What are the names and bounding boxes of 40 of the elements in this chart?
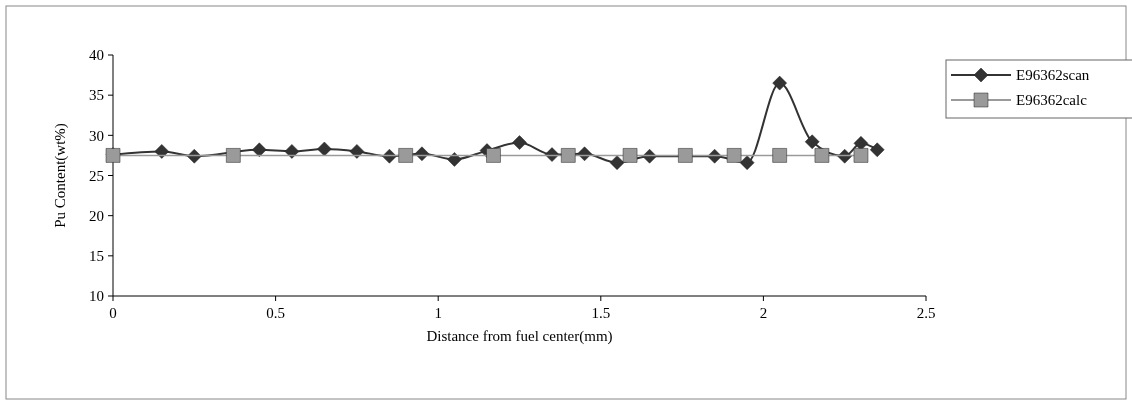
y-tick-label: 35 (89, 87, 104, 104)
x-tick-label: 0 (109, 305, 117, 321)
point (486, 148, 501, 163)
y-axis-title: Pu Content(wt%) (52, 123, 69, 228)
point (512, 135, 527, 150)
x-tick-label: 2 (759, 305, 768, 321)
point (772, 75, 787, 91)
y-tick-label: 30 (89, 127, 104, 144)
x-axis-title: Distance from fuel center(mm) (426, 328, 613, 345)
point (252, 142, 267, 158)
y-tick-label: 25 (89, 167, 104, 184)
y-tick-label: 15 (89, 248, 104, 265)
legend-label: E96362scan (1016, 67, 1090, 84)
point (398, 148, 413, 163)
point (739, 155, 755, 170)
x-tick-label: 0.5 (266, 305, 285, 321)
point (772, 148, 787, 163)
y-tick-label: 20 (89, 207, 104, 224)
point (726, 148, 742, 163)
point (804, 134, 820, 150)
point (869, 142, 885, 158)
point (622, 148, 638, 163)
point (317, 141, 332, 157)
point (154, 144, 170, 159)
x-tick-label: 1.5 (591, 305, 611, 321)
point (349, 144, 365, 159)
legend-label: E96362calc (1016, 92, 1088, 109)
point (853, 136, 869, 151)
point (447, 152, 462, 167)
y-tick-label: 40 (89, 47, 104, 64)
point (284, 144, 300, 159)
point (561, 148, 576, 163)
point (814, 148, 830, 163)
x-tick-label: 2.5 (916, 305, 936, 321)
y-tick-label: 10 (89, 288, 104, 305)
point (853, 148, 869, 163)
x-tick-label: 1 (434, 305, 442, 321)
point (609, 155, 625, 170)
point (678, 148, 693, 163)
point (226, 148, 241, 163)
